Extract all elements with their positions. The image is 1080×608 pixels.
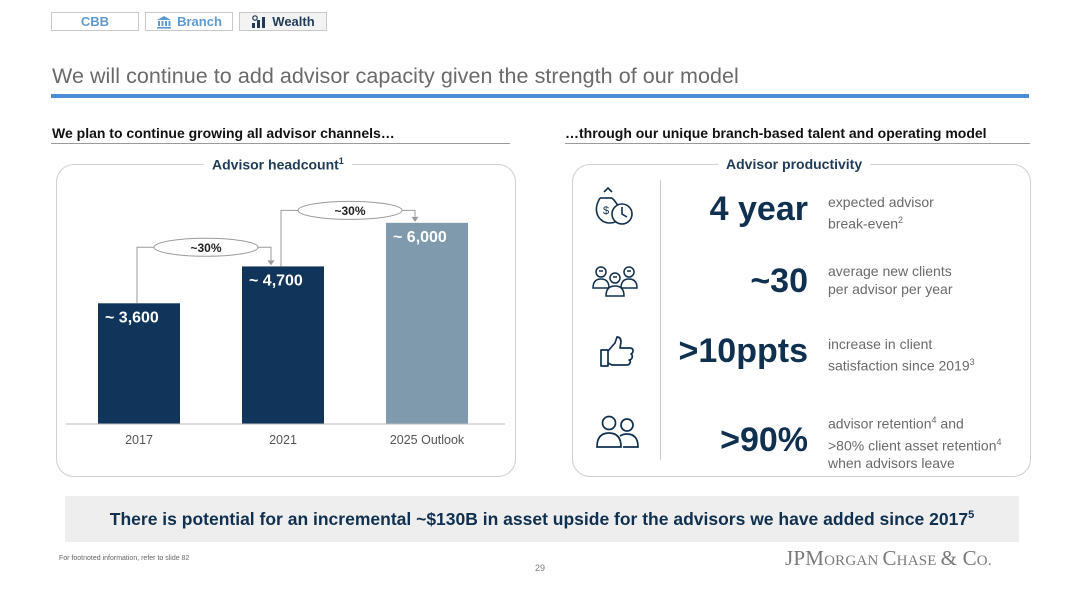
growth-bubble-1 (297, 200, 403, 220)
advisor-headcount-title: Advisor headcount1 (204, 156, 352, 173)
tab-branch-label: Branch (177, 14, 222, 29)
tab-branch[interactable]: Branch (145, 12, 233, 31)
logo-part-organ: ORGAN (824, 553, 883, 569)
metric-desc-new-clients: average new clients per advisor per year (828, 262, 953, 298)
category-label-1: 2021 (269, 433, 297, 447)
metric-desc-satisfaction-sup: 3 (969, 357, 975, 367)
footnote: For footnoted information, refer to slid… (59, 555, 190, 562)
left-section-header: We plan to continue growing all advisor … (52, 125, 395, 141)
metric-desc-satisfaction: increase in client satisfaction since 20… (828, 335, 975, 375)
metric-desc-satisfaction-line2-wrap: satisfaction since 20193 (828, 353, 975, 375)
asset-upside-text-body: There is potential for an incremental ~$… (109, 508, 969, 529)
thumbs-up-icon (598, 334, 636, 377)
category-label-0: 2017 (125, 433, 153, 447)
right-section-header: …through our unique branch-based talent … (565, 125, 987, 141)
metric-desc-satisfaction-line1: increase in client (828, 336, 933, 352)
wealth-chart-icon (251, 14, 267, 29)
asset-upside-text: There is potential for an incremental ~$… (110, 509, 974, 530)
tab-cbb-label: CBB (80, 14, 110, 29)
section-tabs: CBB Branch Wealth (51, 12, 327, 31)
svg-text:$: $ (603, 205, 609, 217)
growth-label-0: ~30% (190, 241, 221, 255)
metric-desc-retention-line1: advisor retention (828, 415, 932, 432)
growth-arrowhead-0 (267, 260, 275, 266)
metric-desc-new-clients-line1: average new clients (828, 263, 952, 279)
client-group-icon (590, 262, 640, 305)
bar-0 (98, 303, 180, 424)
metric-desc-breakeven-line2-wrap: break-even2 (828, 211, 934, 233)
growth-label-1: ~30% (334, 204, 365, 218)
bar-value-label-0: ~ 3,600 (105, 309, 159, 326)
logo-part-c: C (882, 546, 897, 570)
metric-desc-retention-line2: >80% client asset retention (828, 437, 997, 454)
metric-value-satisfaction: >10ppts (678, 332, 808, 370)
metric-desc-breakeven-line2: break-even (828, 215, 899, 232)
metrics-divider (660, 180, 661, 460)
metric-value-retention: >90% (720, 421, 808, 459)
company-logo: JPMORGAN CHASE & CO. (785, 546, 992, 571)
asset-upside-banner: There is potential for an incremental ~$… (65, 496, 1019, 542)
tab-wealth-label: Wealth (272, 14, 315, 29)
bar-value-label-1: ~ 4,700 (249, 272, 303, 289)
logo-part-m: M (805, 546, 825, 570)
left-section-rule (51, 143, 510, 144)
metric-desc-retention-sup1: 4 (931, 415, 937, 425)
advisor-headcount-footnote-ref: 1 (338, 156, 344, 166)
growth-bubble-0 (153, 237, 259, 257)
logo-part-jp: JP (785, 546, 806, 570)
logo-part-o: O. (976, 553, 992, 569)
money-clock-icon: $ (590, 186, 638, 233)
bar-value-label-2: ~ 6,000 (393, 229, 447, 246)
metric-desc-retention: advisor retention4 and >80% client asset… (828, 411, 1002, 472)
right-section-rule (565, 143, 1030, 144)
page-number: 29 (535, 563, 546, 573)
logo-part-hase: HASE (896, 553, 941, 569)
advisor-headcount-title-text: Advisor headcount (212, 156, 339, 173)
bar-1 (242, 266, 324, 424)
metric-desc-satisfaction-line2: satisfaction since 2019 (828, 357, 970, 374)
logo-part-and-c: & C (940, 546, 977, 570)
metric-value-breakeven: 4 year (709, 190, 808, 228)
page-title: We will continue to add advisor capacity… (52, 64, 739, 88)
metric-desc-breakeven-sup: 2 (898, 215, 904, 225)
tab-cbb[interactable]: CBB (51, 12, 139, 31)
metric-desc-breakeven-line1: expected advisor (828, 194, 934, 210)
category-label-2: 2025 Outlook (390, 433, 465, 447)
metric-desc-retention-line2-wrap: >80% client asset retention4 (828, 433, 1002, 455)
tab-wealth[interactable]: Wealth (239, 12, 327, 31)
title-underline (51, 94, 1029, 98)
metric-desc-retention-line1-wrap: advisor retention4 and (828, 411, 1002, 433)
bar-2 (386, 222, 468, 424)
advisor-productivity-title: Advisor productivity (718, 156, 871, 172)
asset-upside-sup: 5 (968, 508, 975, 521)
metric-desc-new-clients-line2: per advisor per year (828, 281, 953, 297)
bank-icon (156, 15, 172, 29)
growth-arrowhead-1 (411, 216, 419, 222)
metric-value-new-clients: ~30 (750, 262, 808, 300)
two-people-icon (595, 414, 641, 455)
metric-desc-retention-line3: when advisors leave (828, 455, 955, 472)
metric-desc-retention-line1-tail: and (936, 415, 964, 432)
metric-desc-breakeven: expected advisor break-even2 (828, 193, 934, 233)
metric-desc-retention-sup2: 4 (996, 436, 1002, 447)
